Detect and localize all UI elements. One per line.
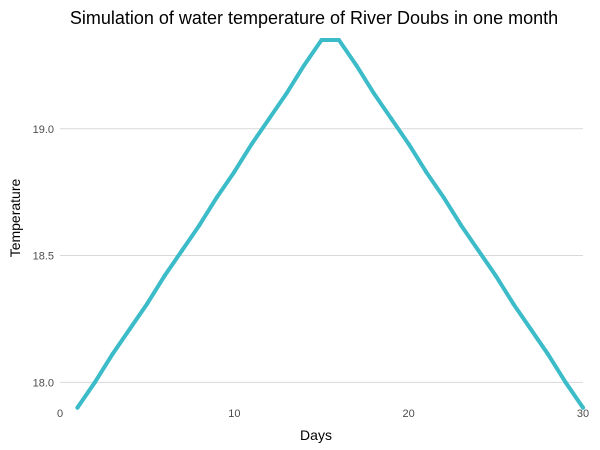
data-point: [197, 223, 202, 228]
chart-title: Simulation of water temperature of River…: [70, 8, 558, 28]
data-point: [180, 248, 185, 253]
series-layer: [75, 38, 585, 410]
y-axis-title: Temperature: [7, 178, 23, 257]
data-point: [458, 223, 463, 228]
data-point: [145, 301, 150, 306]
data-point: [476, 248, 481, 253]
y-tick-label: 19.0: [33, 124, 54, 136]
x-tick-label: 20: [403, 408, 415, 420]
gridlines: [60, 128, 583, 383]
data-point: [424, 169, 429, 174]
x-axis-ticks: 0 10 20 30: [57, 408, 589, 420]
data-point: [232, 169, 237, 174]
data-point: [162, 273, 167, 278]
data-point: [406, 141, 411, 146]
data-point: [267, 116, 272, 121]
data-point: [127, 327, 132, 332]
data-point: [336, 38, 341, 42]
x-axis-title: Days: [300, 427, 332, 443]
x-tick-label: 30: [577, 408, 589, 420]
data-point: [441, 195, 446, 200]
data-point: [389, 116, 394, 121]
data-point: [284, 91, 289, 96]
data-point: [546, 352, 551, 357]
y-axis-ticks: 18.0 18.5 19.0: [33, 124, 54, 390]
data-point: [563, 380, 568, 385]
data-point: [581, 405, 585, 410]
x-tick-label: 10: [228, 408, 240, 420]
data-point: [354, 63, 359, 68]
data-point: [75, 405, 80, 410]
data-point: [214, 195, 219, 200]
x-tick-label: 0: [57, 408, 63, 420]
data-point: [302, 63, 307, 68]
data-point: [493, 273, 498, 278]
y-tick-label: 18.5: [33, 251, 54, 263]
data-point: [319, 38, 324, 42]
data-point: [249, 141, 254, 146]
data-point: [528, 327, 533, 332]
temperature-series-line: [75, 38, 585, 410]
data-point: [110, 352, 115, 357]
data-point: [92, 380, 97, 385]
data-point: [371, 91, 376, 96]
y-tick-label: 18.0: [33, 377, 54, 389]
data-point: [511, 301, 516, 306]
